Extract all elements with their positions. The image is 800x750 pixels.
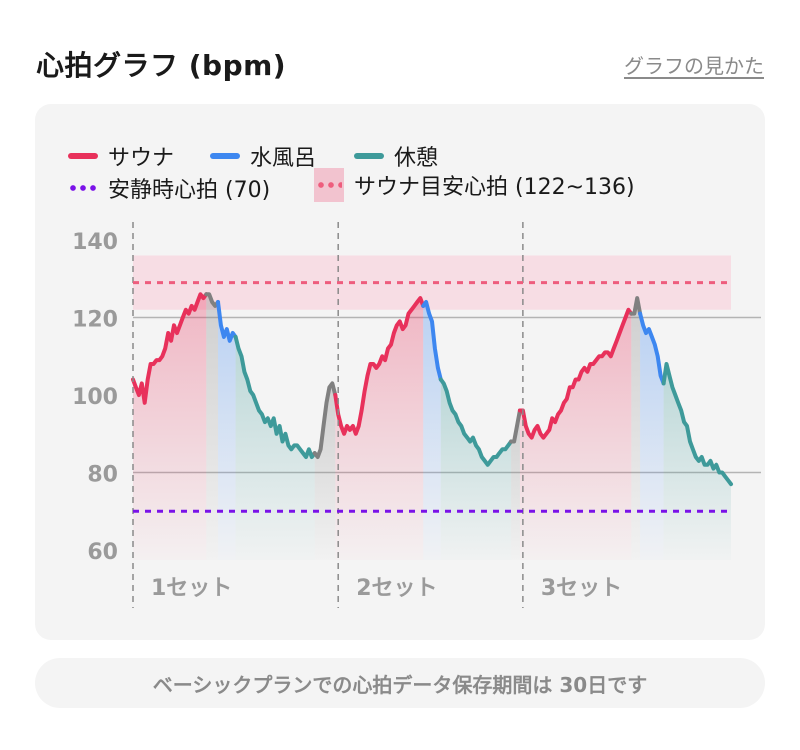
rest-line-set1 xyxy=(233,334,317,459)
cold-bath-line-set2 xyxy=(421,300,443,382)
cold-bath-line-swatch xyxy=(210,153,240,159)
legend-item-cold-bath: 水風呂 xyxy=(210,140,316,172)
sauna-line-swatch xyxy=(68,153,98,159)
cold-bath-line-set1 xyxy=(216,300,238,343)
y-tick-label: 120 xyxy=(72,308,118,333)
legend-item-rest: 休憩 xyxy=(354,140,438,172)
transition-line-set1 xyxy=(312,381,338,459)
legend-label-cold-bath: 水風呂 xyxy=(250,146,317,171)
page-title: 心拍グラフ (bpm) xyxy=(36,49,287,82)
set-label: 2セット xyxy=(356,576,437,601)
cold-bath-line-set3 xyxy=(638,311,666,386)
legend-label-sauna-target: サウナ目安心拍 (122~136) xyxy=(354,175,635,200)
transition-area-set3 xyxy=(631,298,641,560)
y-tick-label: 140 xyxy=(72,230,118,255)
transition-area-set2 xyxy=(511,410,520,560)
y-tick-label: 80 xyxy=(87,463,118,488)
resting-hr-dotted-swatch xyxy=(68,185,98,191)
transition-line-set3 xyxy=(629,296,643,316)
y-tick-label: 60 xyxy=(87,540,118,565)
sauna-line-set1 xyxy=(131,292,209,405)
storage-note: ベーシックプランでの心拍データ保存期間は 30日です xyxy=(35,658,765,708)
legend-item-resting-hr: 安静時心拍 (70) xyxy=(68,172,270,204)
sauna-area-set3 xyxy=(519,309,632,560)
transition-line-set1 xyxy=(204,292,220,308)
set-label: 1セット xyxy=(151,576,232,601)
sauna-line-set2 xyxy=(333,296,426,436)
transition-area-set1 xyxy=(206,294,219,560)
header: 心拍グラフ (bpm) グラフの見かた xyxy=(36,44,764,88)
cold-bath-area-set3 xyxy=(640,313,664,560)
sauna-target-band-swatch xyxy=(314,168,344,202)
rest-area-set1 xyxy=(235,336,315,560)
cold-bath-area-set2 xyxy=(423,302,441,560)
legend-label-resting-hr: 安静時心拍 (70) xyxy=(108,178,271,203)
rest-line-set3 xyxy=(661,362,733,487)
legend-item-sauna-target: サウナ目安心拍 (122~136) xyxy=(314,168,635,202)
rest-line-set2 xyxy=(438,377,514,467)
sauna-area-set2 xyxy=(335,298,424,560)
sauna-area-set1 xyxy=(133,294,207,560)
cold-bath-area-set1 xyxy=(218,302,236,560)
sauna-line-set3 xyxy=(517,307,634,440)
set-label: 3セット xyxy=(541,576,622,601)
transition-line-set2 xyxy=(509,408,522,444)
rest-line-swatch xyxy=(354,153,384,159)
graph-help-link[interactable]: グラフの見かた xyxy=(624,54,764,78)
legend-label-sauna: サウナ xyxy=(108,146,175,171)
y-tick-label: 100 xyxy=(72,385,118,410)
storage-note-text: ベーシックプランでの心拍データ保存期間は 30日です xyxy=(152,672,648,697)
transition-area-set1 xyxy=(314,383,336,560)
legend-label-rest: 休憩 xyxy=(394,146,439,171)
legend-item-sauna: サウナ xyxy=(68,140,174,172)
